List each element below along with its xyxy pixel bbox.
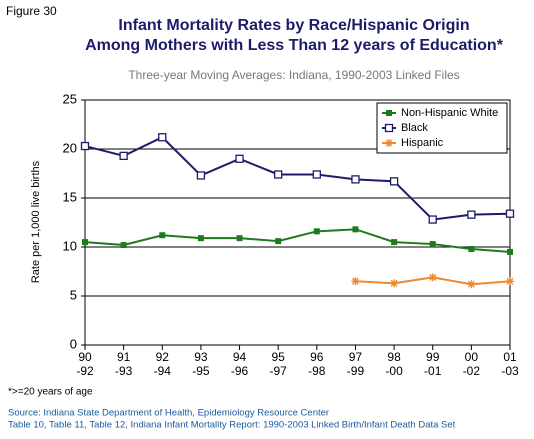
x-tick-label: 95 -97 xyxy=(270,350,288,378)
footnote: *>=20 years of age xyxy=(8,387,93,398)
x-tick-label: 97 -99 xyxy=(347,350,365,378)
x-tick-label: 90 -92 xyxy=(76,350,94,378)
y-tick-label: 20 xyxy=(63,140,77,155)
chart-title: Among Mothers with Less Than 12 years of… xyxy=(85,37,504,54)
data-point xyxy=(235,154,244,163)
data-point xyxy=(391,239,398,246)
data-point xyxy=(159,232,166,239)
legend-marker xyxy=(384,123,394,133)
legend-label: Non-Hispanic White xyxy=(401,107,498,119)
data-point xyxy=(82,239,88,246)
y-tick-label: 10 xyxy=(63,238,77,253)
series-line xyxy=(84,136,511,221)
source: Table 10, Table 11, Table 12, Indiana In… xyxy=(8,420,456,431)
y-tick-label: 15 xyxy=(63,189,77,204)
legend-label: Hispanic xyxy=(401,137,444,149)
data-point xyxy=(428,215,437,224)
x-tick-label: 96 -98 xyxy=(308,350,326,378)
data-point xyxy=(351,277,360,286)
data-point xyxy=(505,209,515,218)
source: Source: Indiana State Department of Heal… xyxy=(8,408,329,419)
x-tick-label: 01 -03 xyxy=(501,350,519,378)
x-tick-label: 94 -96 xyxy=(231,350,249,378)
data-point xyxy=(390,279,399,288)
y-axis-label: Rate per 1,000 live births xyxy=(30,160,42,283)
y-tick-label: 5 xyxy=(70,287,77,302)
data-point xyxy=(428,273,437,282)
data-point xyxy=(196,171,206,180)
data-point xyxy=(389,177,399,186)
x-tick-label: 98 -00 xyxy=(385,350,403,378)
data-point xyxy=(468,245,475,252)
data-point xyxy=(236,235,243,242)
data-point xyxy=(120,242,127,249)
series-line xyxy=(84,228,511,253)
data-point xyxy=(507,248,513,255)
data-point xyxy=(119,151,128,161)
legend-label: Black xyxy=(401,122,428,134)
data-point xyxy=(351,175,360,184)
y-tick-label: 0 xyxy=(70,336,77,351)
chart-subtitle: Three-year Moving Averages: Indiana, 199… xyxy=(128,68,459,82)
x-tick-label: 92 -94 xyxy=(154,350,172,378)
x-tick-label: 99 -01 xyxy=(424,350,442,378)
y-tick-label: 25 xyxy=(63,91,77,106)
data-point xyxy=(506,277,514,286)
figure-label: Figure 30 xyxy=(6,4,57,18)
chart-title: Infant Mortality Rates by Race/Hispanic … xyxy=(118,17,469,34)
x-tick-label: 91 -93 xyxy=(115,350,133,378)
data-point xyxy=(80,141,90,151)
plot-frame xyxy=(84,99,511,346)
data-point xyxy=(429,241,436,248)
x-tick-label: 00 -02 xyxy=(463,350,481,378)
data-point xyxy=(275,238,282,245)
legend-marker xyxy=(386,110,392,116)
data-point xyxy=(197,235,204,242)
data-point xyxy=(312,170,321,179)
data-point xyxy=(313,228,320,235)
legend-marker xyxy=(385,139,393,147)
legend-box xyxy=(376,102,508,154)
data-point xyxy=(158,133,167,142)
x-tick-label: 93 -95 xyxy=(192,350,210,378)
data-point xyxy=(352,226,359,233)
data-point xyxy=(467,280,476,289)
data-point xyxy=(467,210,476,219)
data-point xyxy=(274,170,283,179)
